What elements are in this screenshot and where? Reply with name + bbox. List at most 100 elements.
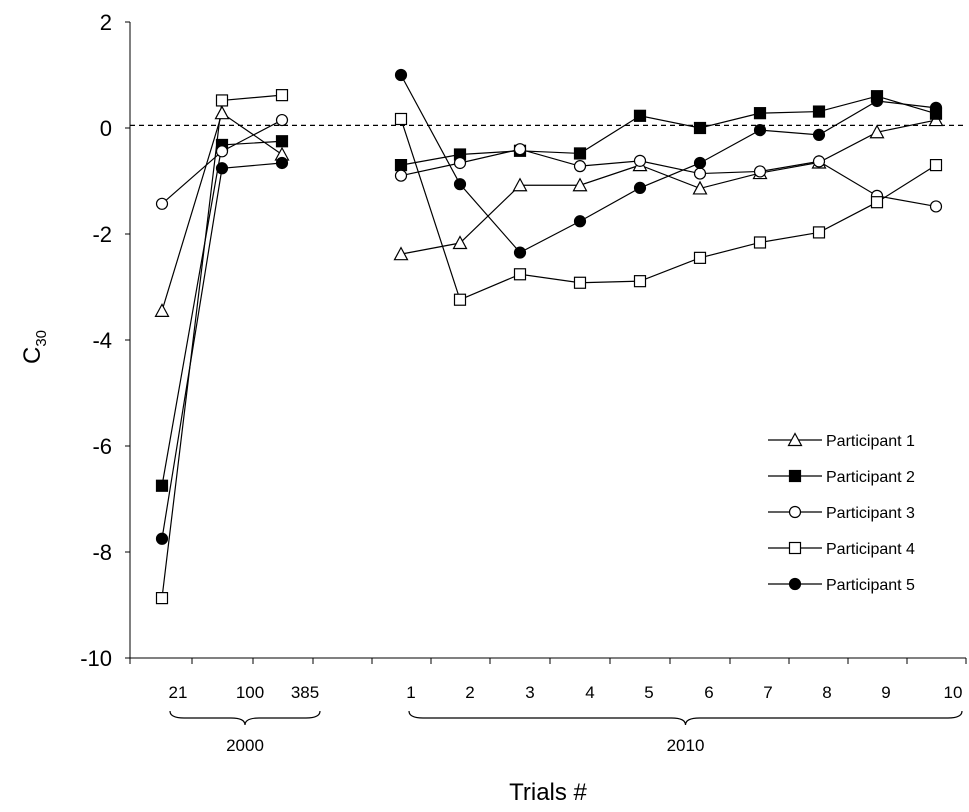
data-point [155,592,169,605]
data-point [155,479,169,492]
x-tick-label: 2 [465,683,474,702]
data-point [693,156,707,170]
legend-item: Participant 2 [768,469,915,486]
legend-label: Participant 1 [826,433,915,450]
x-axis-title: Trials # [509,779,587,806]
data-point [812,226,826,239]
data-point [154,303,170,317]
y-axis-title-sub: 30 [33,330,50,347]
group-brackets: 2000 2010 [169,710,963,755]
series-line [161,140,283,486]
legend-item: Participant 1 [768,432,915,450]
data-point [394,169,408,182]
group-label: 2010 [667,736,705,755]
data-point [452,235,468,250]
data-point [812,105,826,118]
x-tick-label: 4 [585,683,594,702]
y-tick-label: -2 [92,222,112,247]
data-point [215,94,229,107]
y-axis-title-main: C [19,347,46,364]
data-point [929,159,943,172]
legend-marker [788,541,802,555]
series-line [400,148,937,208]
group-bracket [408,710,963,726]
data-point [394,68,408,82]
data-point [692,180,708,195]
data-point [275,113,289,127]
data-point [573,147,587,160]
markers-participant-5 [155,68,943,545]
data-point [275,135,289,148]
data-point [693,251,707,264]
data-point [453,178,467,191]
markers-participant-4 [155,89,943,605]
data-point [215,162,229,175]
x-tick-label: 3 [525,683,534,702]
data-point [929,200,943,213]
markers-participant-2 [155,90,943,492]
data-point [394,112,408,126]
data-point [812,128,826,141]
data-point [453,293,467,306]
legend: Participant 1 Participant 2 Participant 3 P… [768,432,915,594]
data-point [214,105,230,120]
data-point [215,145,229,158]
data-point [393,246,409,261]
x-tick-label: 9 [881,683,890,702]
markers-participant-1 [154,105,944,317]
y-ticks: 2 0 -2 -4 -6 -8 -10 [80,10,130,671]
data-point [513,143,527,156]
data-point [573,215,587,228]
legend-marker [787,432,803,447]
data-point [572,177,588,192]
data-point [573,160,587,173]
series-line [400,118,937,301]
data-point [513,268,527,281]
legend-item: Participant 5 [768,577,915,594]
data-point [155,197,169,210]
legend-item: Participant 3 [768,505,915,522]
data-point [394,159,408,172]
data-point [633,181,647,194]
legend-item: Participant 4 [768,541,915,558]
data-point [929,101,943,114]
data-point [512,177,528,192]
x-tick-label: 385 [291,683,319,702]
data-point [812,155,826,168]
group-bracket [169,710,321,726]
data-point [513,246,527,259]
data-point [753,165,767,178]
y-tick-label: -4 [92,328,112,353]
data-point [753,124,767,137]
legend-label: Participant 4 [826,541,915,558]
legend-marker [788,577,802,591]
y-tick-label: 2 [100,10,112,35]
x-ticks: 21 100 385 1 2 3 4 5 6 7 8 9 10 [129,658,967,702]
series-participant-4 [161,94,937,599]
legend-marker [788,469,802,483]
x-tick-label: 1 [406,683,415,702]
x-tick-label: 21 [169,683,188,702]
data-point [693,167,707,180]
x-tick-label: 7 [763,683,772,702]
x-tick-label: 8 [822,683,831,702]
series-line [161,119,283,205]
data-point [453,156,467,170]
legend-label: Participant 2 [826,469,915,486]
series-line [161,162,283,539]
x-tick-label: 6 [704,683,713,702]
data-point [869,124,885,139]
series-line [400,74,937,254]
data-point [870,94,884,108]
x-tick-label: 100 [236,683,264,702]
legend-label: Participant 3 [826,505,915,522]
data-point [693,121,707,135]
data-point [573,276,587,289]
series-layer [154,68,944,605]
y-axis-title: C30 [19,330,50,364]
markers-participant-3 [155,113,943,213]
legend-marker [788,505,802,519]
legend-label: Participant 5 [826,577,915,594]
series-line [400,119,937,255]
